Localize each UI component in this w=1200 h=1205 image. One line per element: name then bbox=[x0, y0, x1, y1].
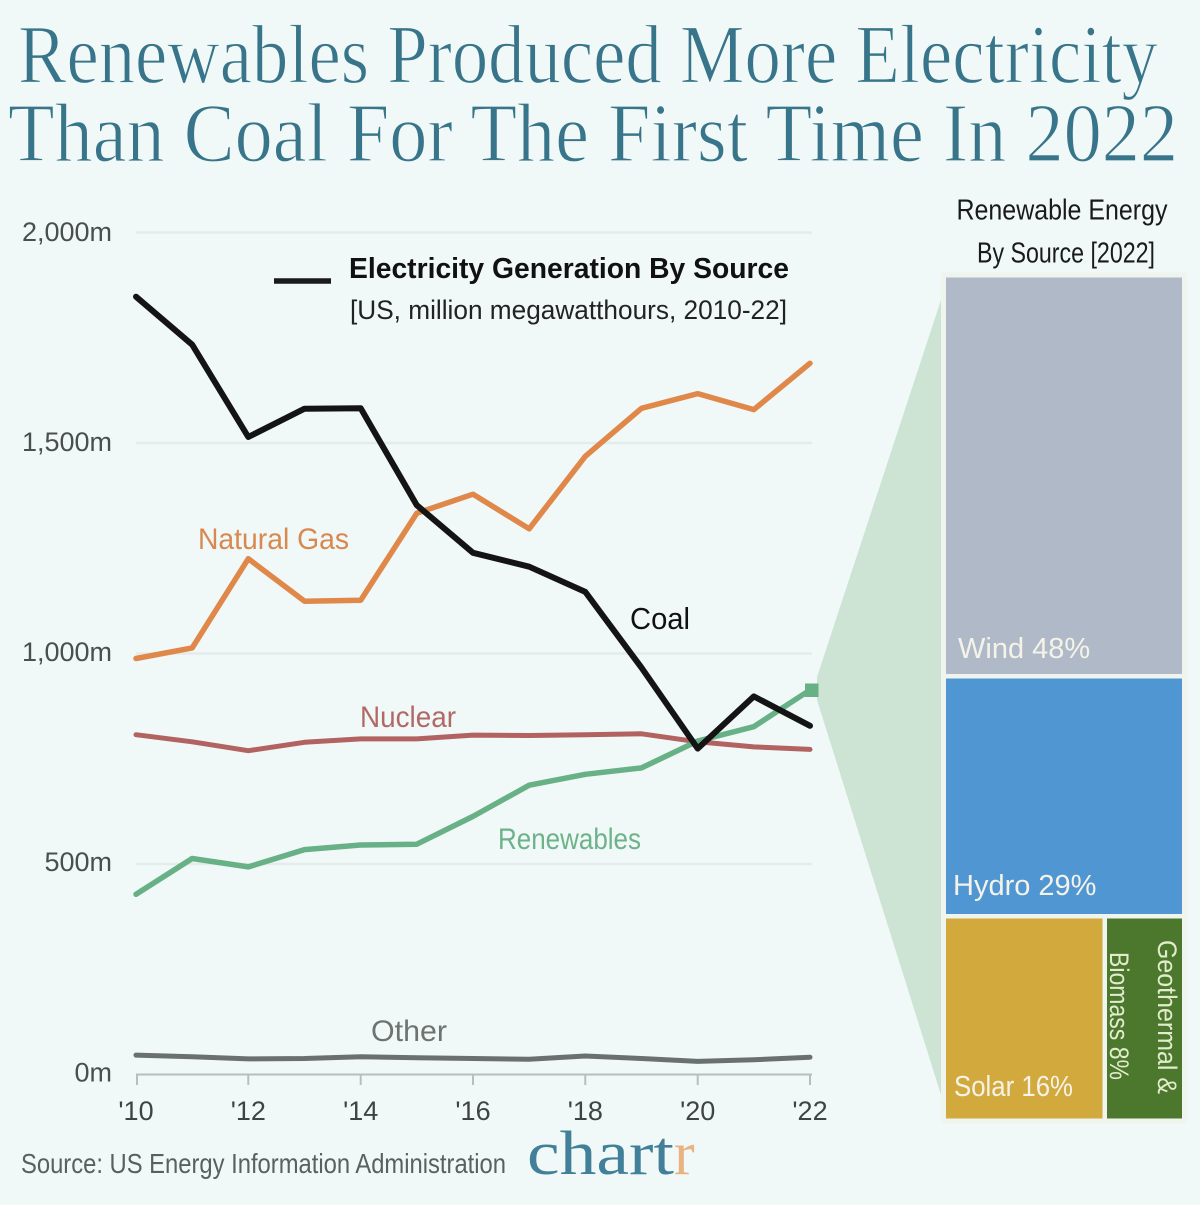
svg-text:Hydro 29%: Hydro 29% bbox=[953, 870, 1096, 902]
svg-text:Renewable Energy: Renewable Energy bbox=[957, 195, 1168, 227]
svg-text:'20: '20 bbox=[680, 1096, 715, 1126]
svg-text:500m: 500m bbox=[44, 847, 112, 877]
svg-text:Geothermal &: Geothermal & bbox=[1152, 940, 1182, 1094]
svg-text:chart: chart bbox=[527, 1120, 674, 1188]
svg-text:By Source [2022]: By Source [2022] bbox=[977, 238, 1155, 270]
svg-text:Other: Other bbox=[371, 1015, 447, 1048]
svg-text:'22: '22 bbox=[792, 1096, 827, 1126]
svg-text:r: r bbox=[674, 1120, 695, 1188]
svg-text:'10: '10 bbox=[118, 1096, 153, 1126]
svg-text:Source: US Energy Information: Source: US Energy Information Administra… bbox=[21, 1148, 506, 1179]
svg-text:Solar 16%: Solar 16% bbox=[954, 1071, 1073, 1103]
svg-text:0m: 0m bbox=[74, 1058, 112, 1088]
svg-text:Than Coal For The First Time I: Than Coal For The First Time In 2022 bbox=[8, 87, 1178, 180]
svg-text:Wind 48%: Wind 48% bbox=[958, 633, 1090, 665]
svg-text:Coal: Coal bbox=[630, 601, 690, 636]
svg-text:2,000m: 2,000m bbox=[22, 217, 112, 247]
svg-text:Electricity Generation By Sour: Electricity Generation By Source bbox=[349, 253, 789, 285]
svg-text:Nuclear: Nuclear bbox=[360, 701, 456, 734]
svg-text:[US, million megawatthours, 20: [US, million megawatthours, 2010-22] bbox=[350, 295, 787, 325]
svg-text:'18: '18 bbox=[568, 1096, 603, 1126]
svg-text:1,500m: 1,500m bbox=[22, 427, 112, 457]
svg-text:1,000m: 1,000m bbox=[22, 637, 112, 667]
svg-text:Natural Gas: Natural Gas bbox=[198, 523, 349, 556]
svg-text:'14: '14 bbox=[343, 1096, 378, 1126]
svg-text:'16: '16 bbox=[455, 1096, 490, 1126]
svg-text:'12: '12 bbox=[231, 1096, 266, 1126]
svg-text:Renewables Produced More Elect: Renewables Produced More Electricity bbox=[18, 9, 1158, 102]
svg-text:Biomass 8%: Biomass 8% bbox=[1104, 952, 1134, 1080]
svg-text:Renewables: Renewables bbox=[498, 823, 641, 856]
